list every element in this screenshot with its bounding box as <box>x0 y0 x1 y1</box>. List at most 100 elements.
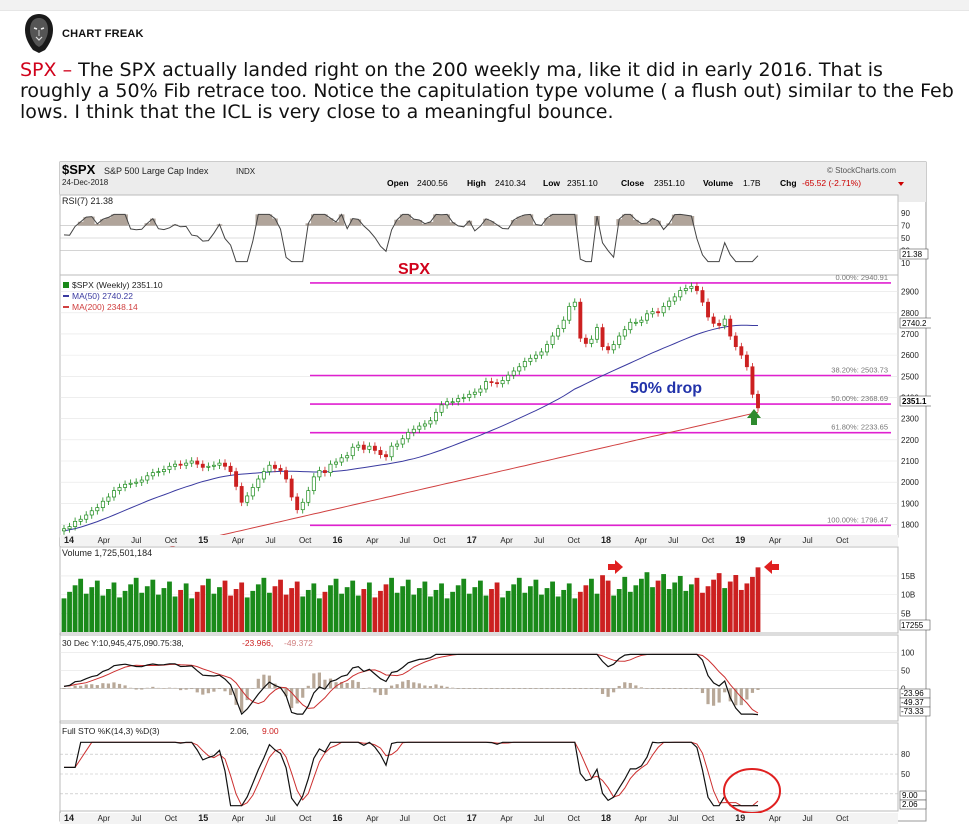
volume-bar <box>683 590 689 632</box>
macd-histogram-bar <box>517 688 521 689</box>
macd-histogram-bar <box>584 688 588 689</box>
x-axis-label: Apr <box>769 814 782 823</box>
candle-body <box>117 487 122 491</box>
macd-histogram-bar <box>167 687 172 689</box>
candle-body <box>561 319 566 329</box>
rsi-overbought-fill <box>77 214 695 226</box>
volume-bar <box>711 579 716 632</box>
candle-body <box>428 420 433 425</box>
volume-bar <box>366 582 372 632</box>
candle-body <box>134 481 139 484</box>
candle-body <box>467 393 472 398</box>
macd-badge-2: -49.37 <box>901 698 924 707</box>
volume-bar <box>455 585 461 632</box>
macd-histogram-bar <box>245 688 249 701</box>
volume-bar <box>117 597 122 632</box>
candle-body <box>406 432 411 440</box>
volume-bar <box>666 589 672 632</box>
macd-badge-1: -23.96 <box>901 689 924 698</box>
candle-body <box>361 444 366 450</box>
low-value: 2351.10 <box>567 178 598 188</box>
x-axis-label: Jul <box>534 536 544 545</box>
macd-histogram-bar <box>317 672 321 689</box>
candle-body <box>445 401 450 406</box>
candle-body <box>89 510 94 516</box>
candle-body <box>611 344 616 351</box>
candle-body <box>567 306 572 321</box>
chg-value: -65.52 (-2.71%) <box>802 178 861 188</box>
volume-bar <box>544 588 550 632</box>
macd-histogram-bar <box>306 685 310 689</box>
x-axis-label: Apr <box>769 536 782 545</box>
macd-histogram-bar <box>351 680 355 689</box>
candle-body <box>384 454 388 458</box>
price-tick-label: 2600 <box>901 351 919 360</box>
rsi-label: RSI(7) 21.38 <box>62 196 113 206</box>
price-tick-label: 2200 <box>901 436 919 445</box>
macd-histogram-bar <box>112 682 116 689</box>
candle-body <box>261 471 266 480</box>
volume-bar <box>633 585 639 632</box>
volume-bar <box>672 582 678 632</box>
candle-body <box>522 361 527 368</box>
price-legend: $SPX (Weekly) 2351.10 MA(50) 2740.22 MA(… <box>63 280 163 312</box>
macd-histogram-bar <box>717 688 721 703</box>
candle-body <box>434 411 438 422</box>
volume-bar <box>194 591 200 632</box>
macd-line <box>63 653 759 716</box>
volume-bar <box>650 587 655 632</box>
low-label: Low <box>543 178 560 188</box>
candle-body <box>739 346 744 356</box>
macd-histogram-bar <box>556 688 560 689</box>
volume-bar <box>94 580 100 632</box>
candle-body <box>456 398 461 403</box>
macd-histogram-bar <box>756 688 760 690</box>
candle-body <box>472 391 477 395</box>
macd-histogram-bar <box>606 688 610 697</box>
macd-histogram-bar <box>173 687 177 689</box>
volume-arrow-right-icon <box>764 560 779 574</box>
candle-body <box>511 370 516 376</box>
candle-body <box>317 470 322 478</box>
volume-bar <box>389 577 394 632</box>
macd-histogram-bar <box>562 688 566 689</box>
candle-body <box>756 393 760 409</box>
price-tick-label: 2100 <box>901 457 919 466</box>
candle-body <box>234 471 239 487</box>
candle-body <box>228 465 233 472</box>
candle-body <box>189 460 194 464</box>
candle-body <box>100 500 105 508</box>
candle-body <box>378 450 383 455</box>
macd-histogram-bar <box>512 688 516 689</box>
macd-histogram-bar <box>706 688 710 705</box>
macd-histogram-bar <box>323 679 327 689</box>
candle-body <box>750 366 755 395</box>
macd-histogram-bar <box>495 688 499 689</box>
candle-body <box>667 300 672 307</box>
x-axis-label: Oct <box>299 814 312 823</box>
macd-histogram-bar <box>145 687 149 689</box>
macd-histogram-bar <box>378 688 383 696</box>
rsi-tick-label: 50 <box>901 234 910 243</box>
macd-histogram-bar <box>423 685 427 689</box>
candle-body <box>128 482 133 485</box>
candle-body <box>517 366 522 372</box>
x-axis-label: Apr <box>232 536 245 545</box>
macd-histogram-bar <box>212 688 216 692</box>
x-axis-label: 15 <box>198 813 208 823</box>
candle-body <box>495 382 500 385</box>
candle-body <box>639 319 644 323</box>
x-axis-label: Jul <box>802 814 812 823</box>
macd-histogram-bar <box>578 688 582 689</box>
candle-body <box>250 487 255 497</box>
rsi-badge: 21.38 <box>902 250 923 259</box>
macd-histogram-bar <box>528 688 532 689</box>
drop-annotation: 50% drop <box>630 380 702 397</box>
macd-histogram-bar <box>406 680 410 689</box>
volume-bar <box>250 590 256 632</box>
macd-histogram-bar <box>334 682 338 689</box>
x-axis-label: 18 <box>601 535 611 545</box>
volume-bar <box>733 575 739 632</box>
volume-bar <box>316 598 322 632</box>
volume-bar <box>705 586 711 632</box>
